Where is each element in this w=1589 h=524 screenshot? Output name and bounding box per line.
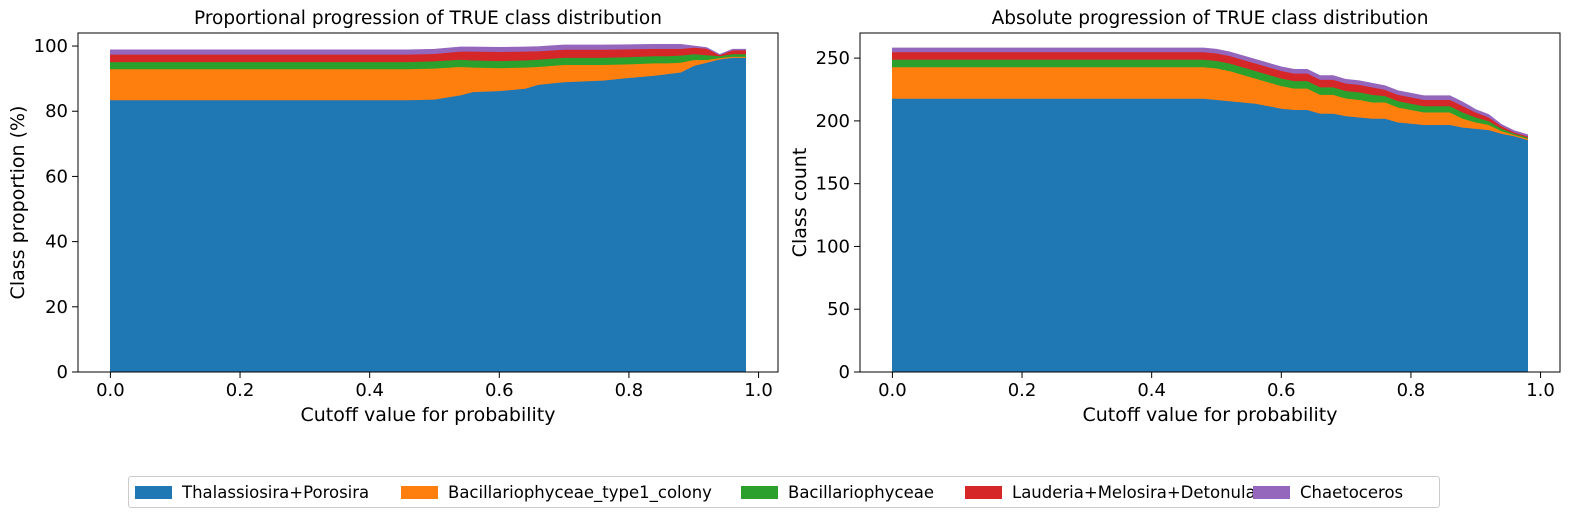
legend-label: Bacillariophyceae: [788, 482, 935, 502]
chart-title: Absolute progression of TRUE class distr…: [992, 8, 1429, 29]
y-tick-label: 100: [816, 236, 850, 257]
figure: 0.0 0.2 0.4 0.6 0.8 1.0 0 20 40 60 80 100 Proportion…: [7, 8, 1561, 426]
legend-item-chaetoceros: Chaetoceros: [1253, 477, 1403, 507]
plot-frame: [859, 32, 1561, 373]
legend-label: Chaetoceros: [1300, 482, 1404, 502]
chart-title: Proportional progression of TRUE class d…: [194, 8, 662, 29]
x-tick-label: 0.2: [226, 380, 255, 401]
x-tick-label: 0.8: [1397, 380, 1426, 401]
legend-swatch: [965, 485, 1002, 499]
y-axis-label: Class proportion (%): [7, 106, 29, 300]
x-tick-label: 0.6: [1267, 380, 1296, 401]
x-tick-label: 0.4: [1137, 380, 1166, 401]
area-series-5: [110, 44, 746, 56]
chart-panel-1: 0.0 0.2 0.4 0.6 0.8 1.0 0 20 40 60 80 100 Proportion…: [7, 8, 779, 426]
legend-swatch: [135, 485, 172, 499]
y-tick-label: 200: [816, 111, 850, 132]
y-axis-label: Class count: [789, 148, 811, 258]
y-tick-label: 0: [839, 362, 850, 383]
x-tick-label: 0.8: [615, 380, 644, 401]
x-tick-label: 0.6: [485, 380, 514, 401]
y-tick-label: 20: [45, 297, 68, 318]
x-tick-label: 0.4: [355, 380, 384, 401]
y-tick-label: 80: [45, 101, 68, 122]
legend-label: Lauderia+Melosira+Detonula: [1012, 482, 1256, 502]
x-axis-label: Cutoff value for probability: [1083, 404, 1338, 426]
x-tick-label: 1.0: [744, 380, 773, 401]
legend-swatch: [741, 485, 778, 499]
legend-label: Thalassiosira+Porosira: [182, 482, 370, 502]
y-tick-label: 150: [816, 174, 850, 195]
x-axis-label: Cutoff value for probability: [301, 404, 556, 426]
y-tick-label: 250: [816, 48, 850, 69]
chart-panel-2: 0.0 0.2 0.4 0.6 0.8 1.0 0 50 100 150 200 250 Absolut…: [789, 8, 1561, 426]
legend: Thalassiosira+Porosira Bacillariophyceae…: [128, 476, 1440, 508]
legend-item-bacillariophyceae-type1-colony: Bacillariophyceae_type1_colony: [401, 477, 712, 507]
legend-item-thalassiosira: Thalassiosira+Porosira: [135, 477, 369, 507]
legend-item-lauderia: Lauderia+Melosira+Detonula: [965, 477, 1256, 507]
x-tick-label: 0.0: [96, 380, 125, 401]
y-tick-label: 50: [827, 299, 850, 320]
x-tick-label: 0.0: [878, 380, 907, 401]
area-series-5: [892, 47, 1528, 137]
x-tick-label: 1.0: [1526, 380, 1555, 401]
legend-swatch: [1253, 485, 1290, 499]
y-tick-label: 0: [57, 362, 68, 383]
x-tick-label: 0.2: [1008, 380, 1037, 401]
y-tick-label: 40: [45, 232, 68, 253]
legend-item-bacillariophyceae: Bacillariophyceae: [741, 477, 934, 507]
plot-frame: [77, 32, 779, 373]
legend-swatch: [401, 485, 438, 499]
area-series-1: [892, 97, 1528, 373]
y-tick-label: 100: [34, 36, 68, 57]
y-tick-label: 60: [45, 166, 68, 187]
legend-label: Bacillariophyceae_type1_colony: [448, 482, 712, 502]
area-series-1: [110, 57, 746, 373]
